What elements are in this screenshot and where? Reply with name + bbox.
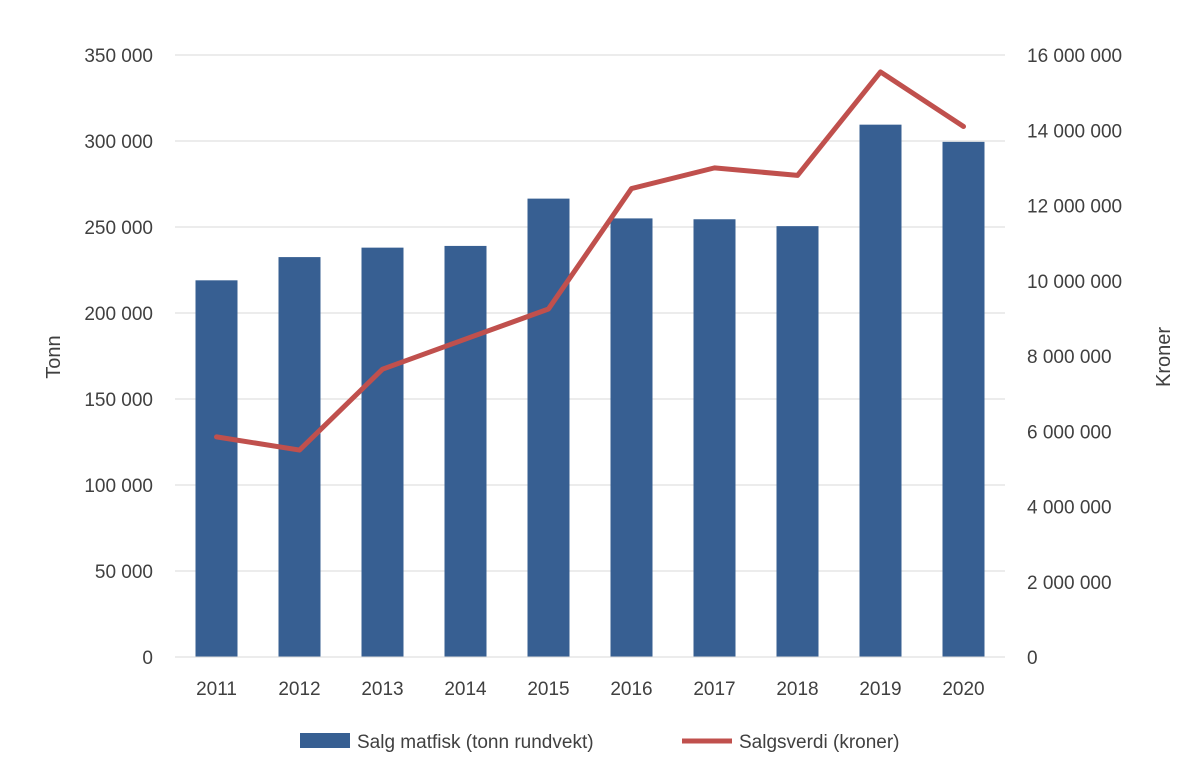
x-tick-label: 2013	[361, 679, 403, 700]
y-tick-label-right: 6 000 000	[1027, 422, 1112, 443]
left-axis-ticks: 0 50 000 100 000 150 000 200 000 250 000 300 0…	[84, 46, 153, 669]
y-tick-label-left: 350 000	[84, 46, 153, 67]
bar	[942, 141, 985, 658]
x-tick-label: 2020	[942, 679, 984, 700]
y-tick-label-right: 14 000 000	[1027, 121, 1122, 142]
bar-series	[195, 124, 985, 658]
legend: Salg matfisk (tonn rundvekt) Salgsverdi …	[300, 732, 900, 753]
y-tick-label-left: 100 000	[84, 476, 153, 497]
y-tick-label-right: 4 000 000	[1027, 498, 1112, 519]
series-line	[214, 69, 966, 453]
y-tick-label-right: 8 000 000	[1027, 347, 1112, 368]
y-tick-label-left: 0	[142, 648, 153, 669]
y-tick-label-left: 150 000	[84, 390, 153, 411]
y-tick-label-right: 0	[1027, 648, 1038, 669]
bar	[776, 226, 819, 657]
y-tick-label-left: 200 000	[84, 304, 153, 325]
line-series	[214, 69, 966, 453]
x-tick-label: 2011	[196, 679, 237, 700]
y-tick-label-left: 250 000	[84, 218, 153, 239]
y-tick-label-right: 2 000 000	[1027, 573, 1112, 594]
legend-label-bar: Salg matfisk (tonn rundvekt)	[357, 732, 594, 753]
bar	[195, 280, 238, 657]
x-tick-label: 2015	[527, 679, 569, 700]
x-axis-ticks: 2011 2012 2013 2014 2015 2016 2017 2018 2019 2020	[196, 679, 985, 700]
x-tick-label: 2017	[693, 679, 735, 700]
bar	[527, 198, 570, 657]
bar	[610, 218, 653, 657]
bar	[693, 219, 736, 657]
x-tick-label: 2016	[610, 679, 652, 700]
y-tick-label-left: 50 000	[95, 562, 153, 583]
bar	[361, 247, 404, 657]
legend-label-line: Salgsverdi (kroner)	[739, 732, 900, 753]
x-tick-label: 2012	[278, 679, 320, 700]
y-axis-title-left: Tonn	[43, 335, 65, 378]
x-tick-label: 2018	[776, 679, 818, 700]
right-axis-ticks: 0 2 000 000 4 000 000 6 000 000 8 000 000 10 …	[1027, 46, 1122, 669]
y-tick-label-right: 16 000 000	[1027, 46, 1122, 67]
legend-swatch-bar	[300, 733, 350, 748]
x-tick-label: 2019	[859, 679, 901, 700]
bar	[278, 257, 321, 657]
x-tick-label: 2014	[444, 679, 487, 700]
y-tick-label-left: 300 000	[84, 132, 153, 153]
bar	[444, 245, 487, 658]
y-tick-label-right: 10 000 000	[1027, 272, 1122, 293]
bar	[859, 124, 902, 657]
y-axis-title-right: Kroner	[1153, 327, 1175, 387]
y-tick-label-right: 12 000 000	[1027, 197, 1122, 218]
